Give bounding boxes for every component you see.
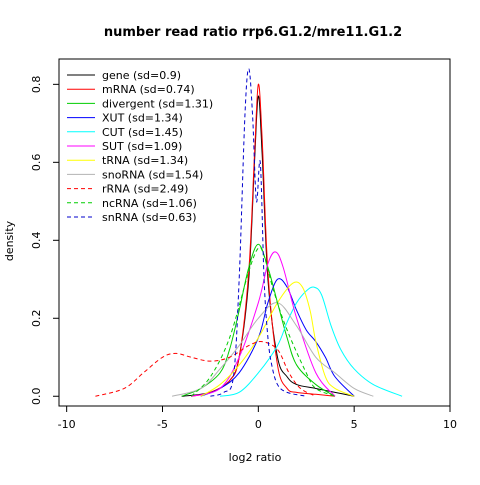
legend-entry: snRNA (sd=0.63) (102, 211, 197, 224)
y-axis-label: density (3, 220, 16, 261)
y-tick-label: 0.0 (30, 388, 43, 406)
y-tick-label: 0.8 (30, 76, 43, 94)
legend-entry: mRNA (sd=0.74) (102, 83, 195, 96)
series-group (95, 68, 403, 397)
x-axis-label: log2 ratio (229, 451, 282, 464)
y-tick-label: 0.2 (30, 310, 43, 328)
legend-entry: gene (sd=0.9) (102, 69, 181, 82)
series-line-6 (200, 281, 355, 397)
series-line-2 (181, 243, 336, 397)
y-tick-label: 0.6 (30, 154, 43, 172)
x-tick-label: 0 (255, 418, 262, 431)
x-tick-label: -10 (58, 418, 76, 431)
plot-frame (58, 58, 451, 407)
legend-entry: divergent (sd=1.31) (102, 97, 213, 110)
legend-entry: rRNA (sd=2.49) (102, 183, 188, 196)
x-tick-label: 5 (351, 418, 358, 431)
legend-entry: tRNA (sd=1.34) (102, 154, 188, 167)
plot-area: -10 -5 0 5 10 0.0 0.2 0.4 0.6 0.8 gene (sd=0.9)mRN… (30, 58, 457, 431)
series-line-4 (219, 286, 403, 397)
series-line-3 (200, 278, 355, 397)
x-tick-label: -5 (157, 418, 168, 431)
legend-entry: XUT (sd=1.34) (102, 112, 183, 125)
y-tick-label: 0.4 (30, 232, 43, 250)
series-line-9 (190, 246, 336, 397)
chart-title: number read ratio rrp6.G1.2/mre11.G1.2 (104, 25, 402, 40)
legend-entry: CUT (sd=1.45) (102, 126, 183, 139)
x-tick-label: 10 (443, 418, 457, 431)
legend-entry: ncRNA (sd=1.06) (102, 197, 197, 210)
legend-entry: SUT (sd=1.09) (102, 140, 182, 153)
series-line-8 (95, 341, 317, 397)
legend-entry: snoRNA (sd=1.54) (102, 168, 203, 181)
